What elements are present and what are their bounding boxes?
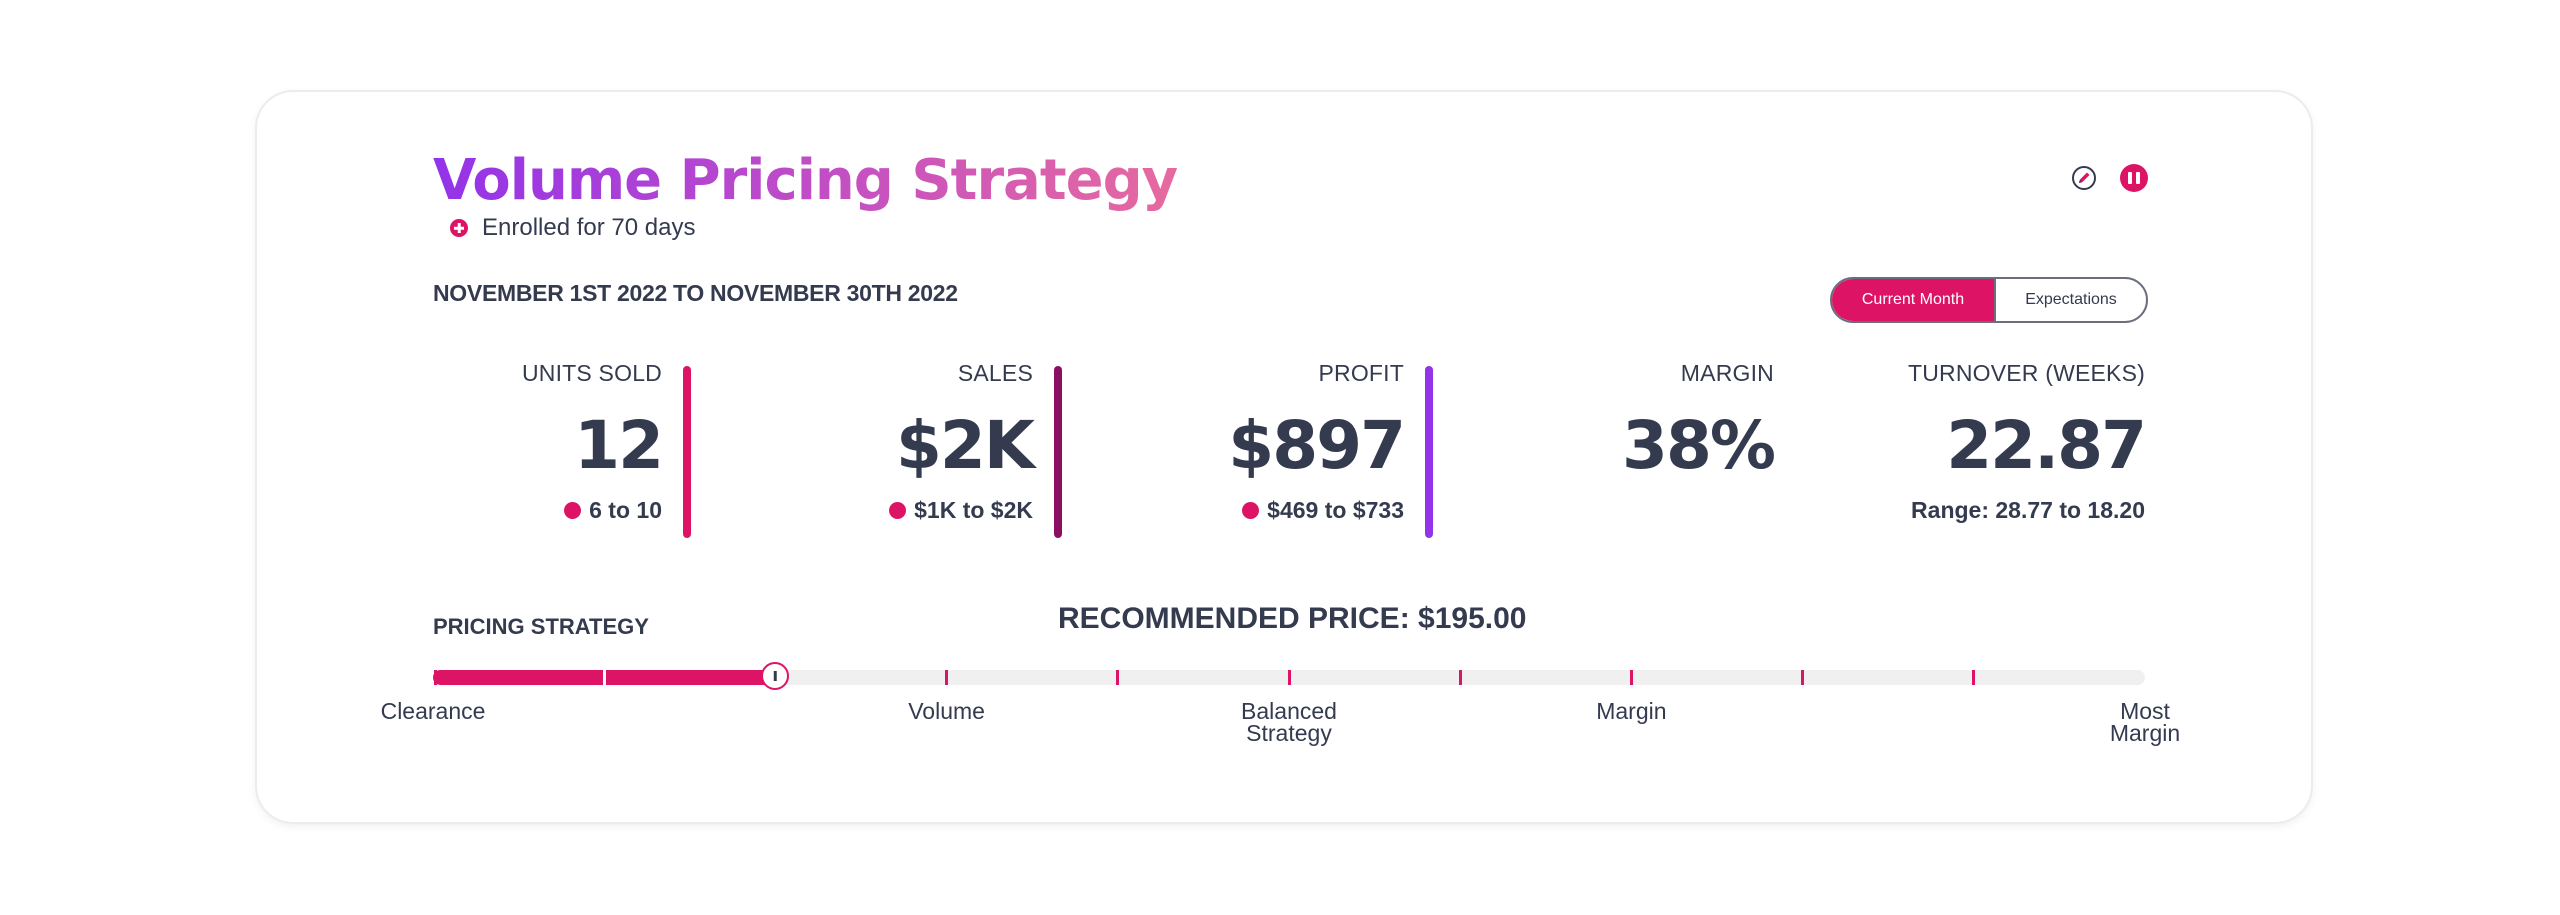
metric-sales: SALES $2K $1K to $2K xyxy=(889,360,1035,524)
metric-units-sold: UNITS SOLD 12 6 to 10 xyxy=(521,360,664,524)
metric-label: PROFIT xyxy=(1318,360,1404,386)
metric-value: 12 xyxy=(574,407,664,484)
slider-tick xyxy=(1458,670,1462,685)
metric-label: SALES xyxy=(957,360,1033,386)
period-toggle: Current Month Expectations xyxy=(1830,277,2148,323)
metric-value: $897 xyxy=(1228,407,1406,484)
slider-tick xyxy=(1972,670,1976,685)
plus-circle-icon xyxy=(450,219,468,237)
metric-range: $469 to $733 xyxy=(1228,497,1404,524)
edit-button[interactable] xyxy=(2070,164,2098,192)
units-sold-bar xyxy=(683,366,691,538)
enrolled-status: Enrolled for 70 days xyxy=(450,213,695,243)
status-dot-icon xyxy=(564,502,582,519)
pause-icon[interactable] xyxy=(2120,164,2148,192)
slider-tick xyxy=(1801,670,1805,685)
slider-tick xyxy=(602,670,606,685)
enrolled-text: Enrolled for 70 days xyxy=(482,214,696,241)
slider-handle[interactable] xyxy=(761,662,790,690)
recommended-price: RECOMMENDED PRICE: $195.00 xyxy=(1058,602,1527,635)
metric-range: $1K to $2K xyxy=(889,497,1033,524)
current-month-button[interactable]: Current Month xyxy=(1832,279,1996,321)
slider-tick xyxy=(433,670,437,685)
slider-stop-label: Margin xyxy=(1596,698,1667,724)
metric-range-text: $1K to $2K xyxy=(914,497,1033,523)
slider-stop-label: Balanced Strategy xyxy=(1241,698,1337,746)
metric-value: $2K xyxy=(896,407,1035,484)
metric-range-text: Range: 28.77 to 18.20 xyxy=(1911,497,2145,523)
profit-bar xyxy=(1425,366,1433,538)
strategy-card xyxy=(257,92,2311,822)
slider-tick xyxy=(1287,670,1291,685)
metric-turnover: TURNOVER (WEEKS) 22.87 Range: 28.77 to 1… xyxy=(1907,360,2147,524)
metric-range-text: $469 to $733 xyxy=(1267,497,1404,523)
status-dot-icon xyxy=(889,502,907,519)
slider-tick xyxy=(945,670,949,685)
slider-stop-label: Most Margin xyxy=(2109,698,2181,746)
metric-range: 6 to 10 xyxy=(522,497,662,524)
expectations-button[interactable]: Expectations xyxy=(1996,279,2146,321)
metric-range: Range: 28.77 to 18.20 xyxy=(1908,497,2145,524)
date-range: NOVEMBER 1ST 2022 TO NOVEMBER 30TH 2022 xyxy=(433,280,958,306)
slider-tick xyxy=(1116,670,1120,685)
metric-value: 22.87 xyxy=(1946,407,2147,484)
pricing-strategy-label: PRICING STRATEGY xyxy=(433,614,649,639)
metric-label: MARGIN xyxy=(1680,360,1774,386)
status-dot-icon xyxy=(1242,502,1260,519)
metric-label: UNITS SOLD xyxy=(521,360,662,386)
slider-stop-label: Clearance xyxy=(380,698,486,724)
edit-icon xyxy=(2072,166,2096,190)
metric-margin: MARGIN 38% xyxy=(1622,360,1776,484)
pricing-slider[interactable] xyxy=(433,662,2145,690)
metric-range-text: 6 to 10 xyxy=(589,497,662,523)
page-title: Volume Pricing Strategy xyxy=(433,148,1178,213)
metric-profit: PROFIT $897 $469 to $733 xyxy=(1228,360,1406,524)
metric-label: TURNOVER (WEEKS) xyxy=(1907,360,2145,386)
slider-stop-label: Volume xyxy=(908,698,985,724)
slider-tick xyxy=(1629,670,1633,685)
sales-bar xyxy=(1054,366,1062,538)
metric-value: 38% xyxy=(1622,407,1776,484)
